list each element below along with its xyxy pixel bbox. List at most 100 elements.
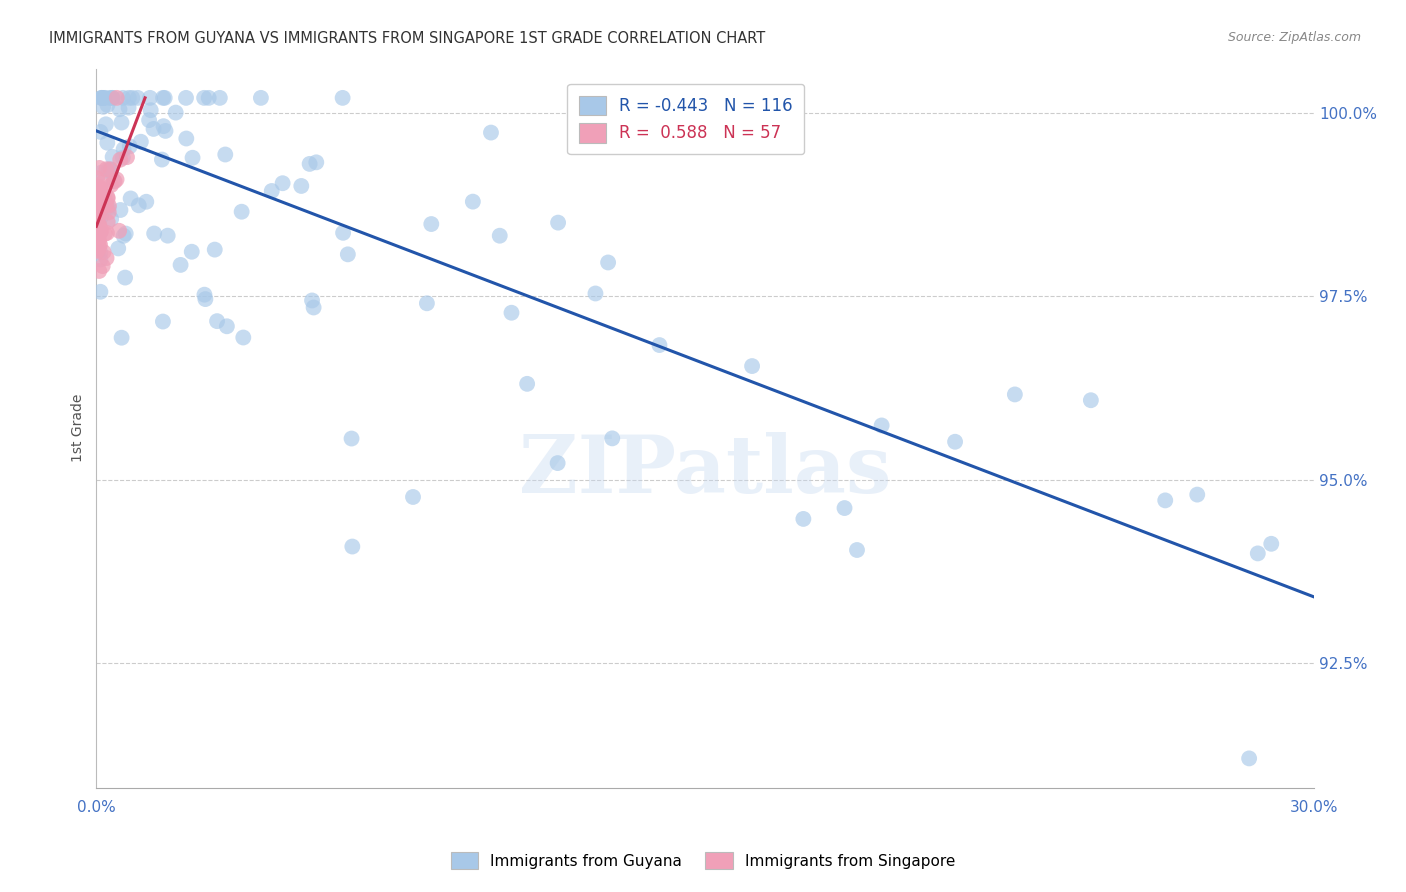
Point xyxy=(97,199,120,213)
Point xyxy=(91,100,114,114)
Point xyxy=(488,228,510,243)
Point xyxy=(86,198,108,212)
Legend: R = -0.443   N = 116, R =  0.588   N = 57: R = -0.443 N = 116, R = 0.588 N = 57 xyxy=(568,84,804,154)
Point xyxy=(150,153,173,167)
Point xyxy=(86,243,108,257)
Point xyxy=(87,203,110,218)
Point xyxy=(90,210,112,224)
Point xyxy=(93,245,115,260)
Point xyxy=(118,139,141,153)
Point xyxy=(298,157,321,171)
Point xyxy=(86,228,108,243)
Point xyxy=(101,91,124,105)
Point xyxy=(108,224,131,238)
Point xyxy=(301,293,323,308)
Point xyxy=(97,205,120,219)
Point xyxy=(336,247,359,261)
Point xyxy=(232,330,254,344)
Point xyxy=(98,91,121,105)
Point xyxy=(93,91,115,105)
Point xyxy=(135,194,157,209)
Point xyxy=(86,171,108,186)
Point xyxy=(87,195,110,210)
Point xyxy=(479,126,502,140)
Point xyxy=(96,251,118,265)
Point xyxy=(90,202,112,216)
Point xyxy=(91,91,114,105)
Point xyxy=(93,192,115,206)
Point xyxy=(104,174,127,188)
Point xyxy=(741,359,763,373)
Point xyxy=(332,226,354,240)
Y-axis label: 1st Grade: 1st Grade xyxy=(72,394,86,462)
Point xyxy=(870,418,893,433)
Point xyxy=(90,166,112,180)
Point xyxy=(90,91,112,105)
Point xyxy=(128,198,150,212)
Point xyxy=(100,178,122,193)
Point xyxy=(152,91,174,105)
Point xyxy=(112,142,135,156)
Point xyxy=(416,296,439,310)
Point xyxy=(89,125,111,139)
Point xyxy=(91,176,114,190)
Point xyxy=(97,192,120,206)
Point xyxy=(96,198,118,212)
Point xyxy=(89,252,111,267)
Point xyxy=(193,91,215,105)
Point xyxy=(585,286,607,301)
Point xyxy=(205,314,228,328)
Point xyxy=(89,200,111,214)
Point xyxy=(87,218,110,232)
Point xyxy=(547,216,569,230)
Point xyxy=(204,243,226,257)
Point xyxy=(96,98,118,112)
Point xyxy=(100,162,122,177)
Point xyxy=(461,194,484,209)
Point xyxy=(152,119,174,133)
Point xyxy=(846,543,869,558)
Point xyxy=(110,331,132,345)
Point xyxy=(89,245,111,260)
Point xyxy=(87,233,110,247)
Point xyxy=(214,147,236,161)
Point xyxy=(340,432,363,446)
Point xyxy=(121,91,143,105)
Point xyxy=(420,217,443,231)
Point xyxy=(112,228,135,243)
Point xyxy=(90,186,112,201)
Point xyxy=(89,186,111,200)
Point xyxy=(501,306,523,320)
Point xyxy=(89,240,111,254)
Point xyxy=(86,227,108,241)
Point xyxy=(648,338,671,352)
Point xyxy=(139,103,162,118)
Point xyxy=(271,176,294,190)
Point xyxy=(115,150,138,164)
Point xyxy=(90,224,112,238)
Point xyxy=(90,194,112,208)
Point xyxy=(1080,393,1102,408)
Point xyxy=(250,91,273,105)
Point xyxy=(834,501,856,516)
Point xyxy=(90,187,112,202)
Point xyxy=(197,91,219,105)
Point xyxy=(181,151,204,165)
Point xyxy=(89,219,111,233)
Point xyxy=(86,226,108,240)
Text: Source: ZipAtlas.com: Source: ZipAtlas.com xyxy=(1227,31,1361,45)
Point xyxy=(87,206,110,220)
Point xyxy=(97,162,120,177)
Point xyxy=(139,91,162,105)
Point xyxy=(90,189,112,203)
Point xyxy=(155,124,177,138)
Point xyxy=(143,227,166,241)
Point xyxy=(89,180,111,194)
Point xyxy=(89,226,111,240)
Point xyxy=(305,155,328,169)
Point xyxy=(89,226,111,240)
Point xyxy=(165,105,187,120)
Point xyxy=(600,431,623,445)
Point xyxy=(118,91,141,105)
Point xyxy=(86,219,108,234)
